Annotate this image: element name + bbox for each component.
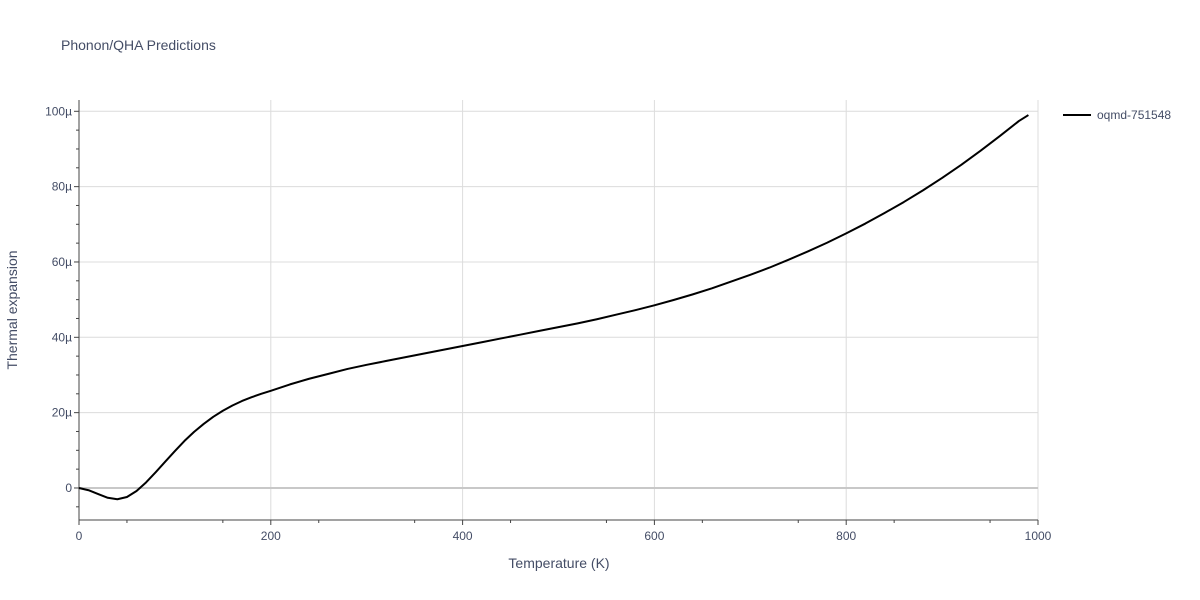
y-tick-label: 0 — [65, 481, 72, 495]
y-axis-title: Thermal expansion — [4, 250, 20, 369]
y-tick-label: 100µ — [45, 104, 72, 118]
x-tick-label: 1000 — [1025, 529, 1052, 543]
x-tick-label: 400 — [453, 529, 473, 543]
ticks: 0 200 400 600 800 1000 0 20µ 40µ 60µ 80µ 100µ — [45, 104, 1052, 543]
y-tick-label: 20µ — [52, 406, 72, 420]
x-axis-title: Temperature (K) — [508, 555, 609, 571]
axes — [78, 100, 1038, 521]
y-tick-label: 40µ — [52, 330, 72, 344]
legend[interactable]: oqmd-751548 — [1063, 108, 1171, 122]
x-tick-label: 0 — [76, 529, 83, 543]
x-tick-label: 200 — [261, 529, 281, 543]
series-line-oqmd-751548 — [78, 114, 1029, 501]
legend-label[interactable]: oqmd-751548 — [1097, 108, 1171, 122]
y-tick-label: 80µ — [52, 180, 72, 194]
grid — [79, 100, 1039, 520]
plot-area — [78, 114, 1029, 501]
x-tick-label: 600 — [644, 529, 664, 543]
chart-title: Phonon/QHA Predictions — [61, 37, 216, 53]
y-tick-label: 60µ — [52, 255, 72, 269]
x-tick-label: 800 — [836, 529, 856, 543]
